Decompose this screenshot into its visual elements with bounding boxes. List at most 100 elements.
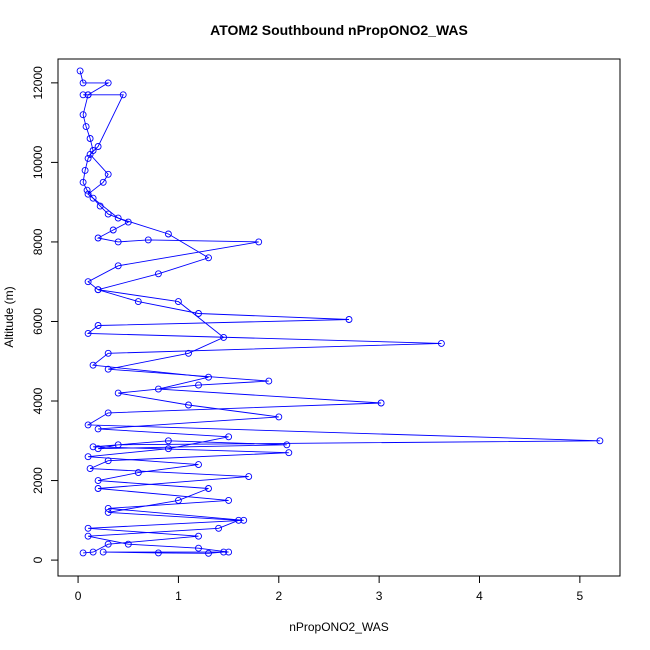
data-point <box>195 461 202 469</box>
data-point <box>195 532 202 540</box>
x-tick-label: 2 <box>275 589 282 603</box>
data-point <box>84 91 92 99</box>
data-point <box>84 329 92 337</box>
y-axis: 0 2000 4000 6000 8000 10000 12000 <box>31 66 59 563</box>
data-point <box>84 421 92 429</box>
data-point <box>255 238 263 246</box>
data-point <box>104 170 112 178</box>
data-point <box>124 540 132 548</box>
data-point <box>79 91 87 99</box>
data-point <box>144 236 152 244</box>
data-point <box>225 496 233 504</box>
data-point <box>195 544 202 552</box>
data-point <box>225 433 233 441</box>
data-point <box>99 548 107 556</box>
data-point <box>285 449 293 457</box>
data-point <box>94 143 102 150</box>
data-point <box>84 278 92 286</box>
data-point <box>164 437 172 445</box>
data-point <box>94 322 102 329</box>
data-point <box>205 254 212 262</box>
data-point <box>265 377 273 385</box>
data-point <box>84 453 92 461</box>
data-point <box>104 504 112 512</box>
data-point <box>89 361 97 369</box>
data-point <box>174 298 182 306</box>
x-axis-label: nPropONO2_WAS <box>289 620 389 634</box>
plot-frame <box>57 58 621 577</box>
x-tick-label: 3 <box>376 589 383 603</box>
data-point <box>81 166 89 174</box>
x-axis: 0 1 2 3 4 5 <box>75 575 584 603</box>
data-point <box>215 524 223 532</box>
data-point <box>154 270 162 278</box>
data-point <box>225 548 233 556</box>
x-tick-label: 5 <box>577 589 584 603</box>
data-point <box>154 549 162 557</box>
data-point <box>79 549 87 557</box>
data-point <box>86 465 94 473</box>
data-point <box>185 349 192 357</box>
data-point <box>104 409 112 417</box>
series-line <box>83 94 279 554</box>
y-tick-label: 0 <box>31 556 45 563</box>
data-point <box>240 516 248 524</box>
plot-area <box>76 67 604 557</box>
y-tick-label: 2000 <box>31 467 45 494</box>
data-point <box>205 485 212 492</box>
data-point <box>84 154 92 162</box>
data-point <box>79 111 87 119</box>
y-tick-label: 4000 <box>31 387 45 414</box>
data-point <box>84 532 92 540</box>
data-point <box>82 123 90 131</box>
data-point <box>83 186 91 194</box>
y-axis-label: Altitude (m) <box>2 286 16 347</box>
data-point <box>235 516 243 524</box>
data-point <box>164 230 172 238</box>
y-tick-label: 10000 <box>31 145 45 179</box>
data-point <box>437 339 445 347</box>
data-point <box>220 548 228 556</box>
data-point <box>104 210 112 218</box>
data-point <box>104 349 112 357</box>
data-point <box>84 190 92 198</box>
data-point <box>245 473 253 481</box>
data-point <box>89 443 97 451</box>
data-point <box>99 178 107 186</box>
data-point <box>377 399 385 407</box>
data-point <box>79 178 87 186</box>
data-point <box>275 413 283 421</box>
data-point <box>185 401 192 409</box>
data-point <box>174 496 182 504</box>
data-point <box>114 441 122 449</box>
data-point <box>220 333 228 341</box>
data-point <box>76 67 84 75</box>
data-point <box>114 214 122 222</box>
data-point <box>596 437 604 445</box>
data-point <box>104 540 112 548</box>
data-point <box>94 286 102 294</box>
data-point <box>134 298 142 306</box>
chart-title: ATOM2 Southbound nPropONO2_WAS <box>210 22 468 38</box>
data-point <box>119 91 127 99</box>
data-point <box>94 234 102 242</box>
data-point <box>89 194 97 202</box>
data-point <box>94 477 102 485</box>
data-point <box>134 469 142 477</box>
data-point <box>104 79 112 87</box>
data-point <box>114 262 122 270</box>
data-point <box>104 508 112 516</box>
y-tick-label: 6000 <box>31 308 45 335</box>
y-tick-label: 8000 <box>31 228 45 255</box>
data-point <box>205 549 212 557</box>
data-point <box>114 238 122 246</box>
data-point <box>84 524 92 532</box>
data-point <box>345 316 353 323</box>
data-point <box>94 485 102 492</box>
data-point <box>86 150 94 158</box>
data-point <box>195 310 202 317</box>
data-point <box>109 226 117 234</box>
data-point <box>94 425 102 433</box>
data-point <box>283 441 291 449</box>
data-point <box>114 389 122 397</box>
